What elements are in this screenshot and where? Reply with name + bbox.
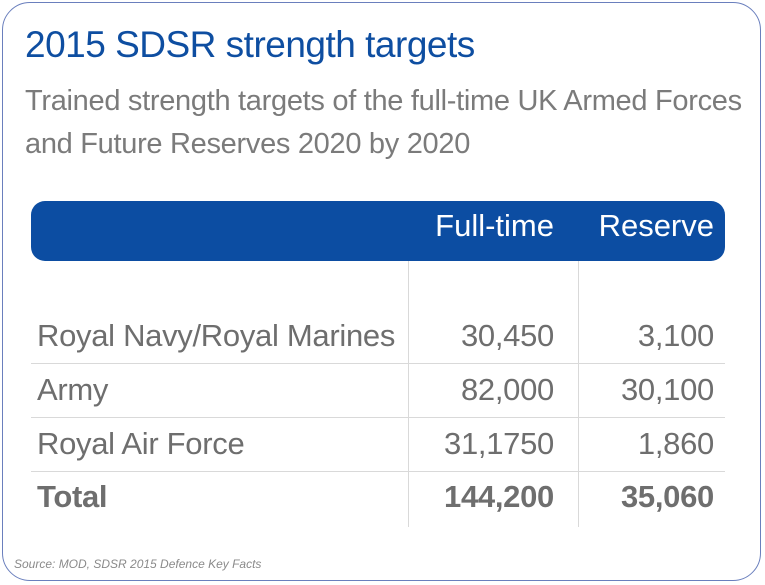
total-full-time-value: 144,200 [444, 479, 554, 514]
row-label: Royal Navy/Royal Marines [37, 318, 396, 353]
chart-title: 2015 SDSR strength targets [25, 24, 475, 65]
full-time-value: 30,450 [460, 318, 554, 353]
column-divider [578, 261, 579, 527]
source-note: Source: MOD, SDSR 2015 Defence Key Facts [14, 557, 262, 571]
column-header-reserve: Reserve [598, 208, 714, 243]
row-divider [31, 363, 725, 364]
full-time-value: 31,1750 [444, 426, 554, 461]
total-reserve-value: 35,060 [620, 479, 714, 514]
reserve-value: 30,100 [620, 372, 714, 407]
chart-subtitle: Trained strength targets of the full-tim… [25, 85, 742, 160]
total-label: Total [37, 479, 108, 514]
table-header-bar [31, 201, 725, 261]
row-divider [31, 417, 725, 418]
row-label: Royal Air Force [37, 426, 245, 461]
reserve-value: 1,860 [637, 426, 714, 461]
column-header-full-time: Full-time [435, 208, 554, 243]
row-divider [31, 471, 725, 472]
row-label: Army [37, 372, 109, 407]
column-divider [408, 261, 409, 527]
reserve-value: 3,100 [637, 318, 714, 353]
full-time-value: 82,000 [460, 372, 554, 407]
